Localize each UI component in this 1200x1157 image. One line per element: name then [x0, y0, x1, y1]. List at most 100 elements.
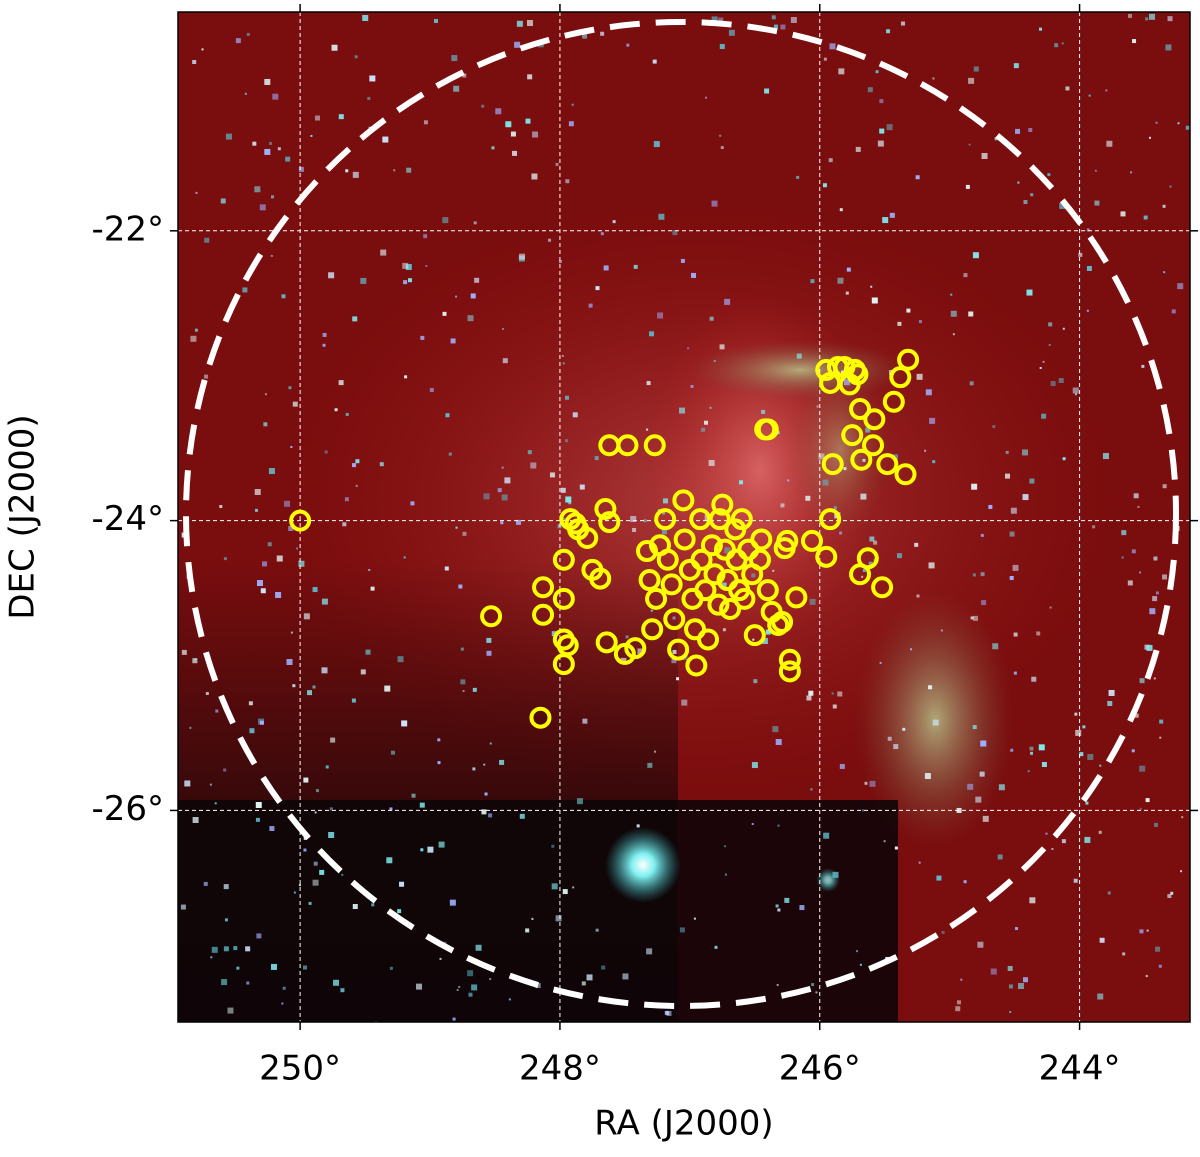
- star: [728, 29, 735, 36]
- star: [565, 496, 572, 503]
- star: [1065, 86, 1070, 91]
- star: [338, 380, 344, 386]
- star: [344, 497, 349, 502]
- star: [499, 759, 505, 765]
- star: [1030, 751, 1034, 755]
- star: [259, 204, 266, 211]
- star: [693, 917, 696, 920]
- source-marker: [645, 587, 668, 610]
- star: [1139, 765, 1146, 772]
- star: [588, 303, 593, 308]
- star: [1181, 816, 1184, 819]
- star: [1154, 822, 1159, 827]
- star: [837, 691, 843, 697]
- star: [790, 17, 797, 24]
- star: [386, 857, 393, 864]
- source-marker: [871, 576, 894, 599]
- source-marker: [663, 608, 686, 631]
- star: [718, 17, 724, 23]
- y-tick-label: -26°: [91, 789, 164, 829]
- star: [672, 649, 677, 654]
- star: [281, 294, 286, 299]
- star: [1162, 204, 1166, 208]
- star: [1026, 289, 1033, 296]
- star: [1048, 343, 1051, 346]
- star: [932, 719, 939, 726]
- star: [671, 658, 677, 664]
- x-axis-label: RA (J2000): [594, 1104, 773, 1144]
- star: [906, 308, 911, 313]
- star: [572, 412, 578, 418]
- star: [322, 343, 326, 347]
- source-marker: [894, 463, 917, 486]
- star: [530, 462, 537, 469]
- source-marker: [654, 508, 677, 531]
- star: [351, 698, 356, 703]
- star: [535, 983, 541, 989]
- star: [419, 802, 425, 808]
- star: [314, 115, 320, 121]
- star: [307, 690, 313, 696]
- star: [600, 31, 605, 36]
- star: [450, 338, 456, 344]
- star: [489, 978, 492, 981]
- star: [180, 904, 186, 910]
- star: [862, 568, 866, 572]
- star: [1007, 965, 1013, 971]
- source-marker: [743, 624, 766, 647]
- star: [705, 96, 708, 99]
- star: [423, 234, 428, 239]
- star: [1143, 215, 1148, 220]
- star: [893, 744, 899, 750]
- star: [1094, 169, 1097, 172]
- star: [189, 726, 192, 729]
- star: [681, 699, 688, 706]
- star: [914, 542, 919, 547]
- source-marker: [552, 548, 575, 571]
- star: [223, 557, 227, 561]
- star: [254, 488, 261, 495]
- star: [1086, 309, 1089, 312]
- source-marker: [624, 637, 647, 660]
- star: [823, 832, 830, 839]
- star: [687, 347, 690, 350]
- star: [371, 903, 375, 907]
- source-marker: [756, 418, 779, 441]
- star: [724, 873, 727, 876]
- star: [255, 801, 262, 808]
- star: [338, 114, 344, 120]
- star: [286, 658, 293, 665]
- star: [1038, 744, 1045, 751]
- star: [330, 737, 336, 743]
- star: [582, 718, 588, 724]
- star: [1162, 574, 1168, 580]
- star: [925, 389, 932, 396]
- star: [963, 273, 968, 278]
- star: [777, 908, 781, 912]
- star: [810, 788, 813, 791]
- star: [1078, 252, 1083, 257]
- source-marker: [778, 648, 801, 671]
- star: [1145, 975, 1148, 978]
- star: [1087, 753, 1094, 760]
- star: [1121, 530, 1127, 536]
- star: [1180, 870, 1183, 873]
- star: [389, 966, 393, 970]
- star: [1015, 128, 1021, 134]
- star: [489, 742, 492, 745]
- star: [425, 265, 428, 268]
- star: [393, 169, 396, 172]
- star: [963, 880, 967, 884]
- star: [1139, 807, 1142, 810]
- source-marker: [819, 508, 842, 531]
- star: [1169, 185, 1172, 188]
- star: [869, 780, 876, 787]
- star: [1149, 608, 1156, 615]
- star: [650, 609, 653, 612]
- star: [438, 841, 445, 848]
- star: [1105, 89, 1108, 92]
- source-marker: [849, 398, 872, 421]
- source-marker: [594, 498, 617, 521]
- star: [799, 905, 805, 911]
- star: [354, 55, 358, 59]
